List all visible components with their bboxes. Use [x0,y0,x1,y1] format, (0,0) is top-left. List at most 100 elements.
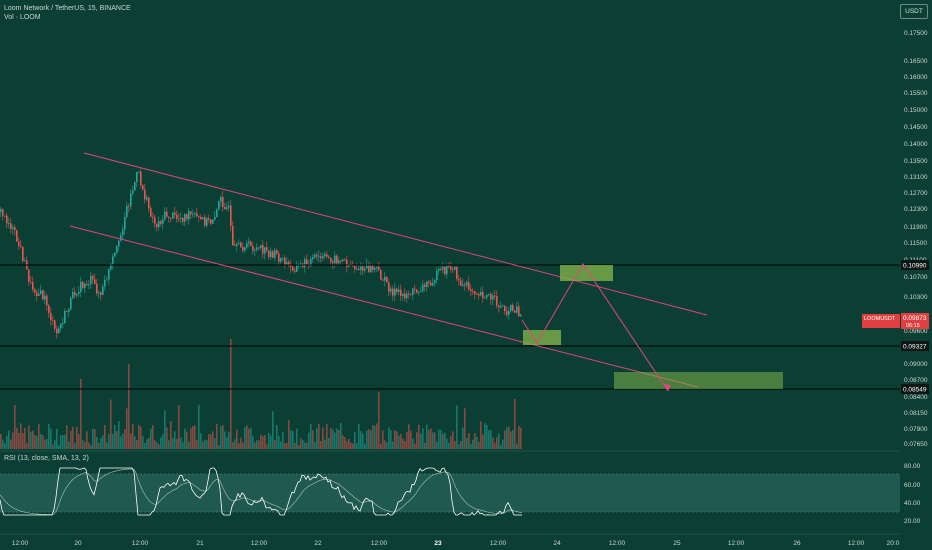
volume-bar [248,428,250,449]
volume-bar [330,428,332,449]
symbol-title: Loom Network / TetherUS, 15, BINANCE [4,5,131,12]
candle [454,266,456,270]
candle [352,265,354,267]
volume-bar [150,428,152,449]
volume-bar [140,426,142,449]
volume-bar [182,442,184,449]
volume-bar [424,442,426,449]
candle [38,293,40,296]
candle [338,260,340,264]
volume-bar [184,428,186,449]
candle [246,243,248,248]
volume-bar [346,441,348,449]
volume-bar [498,433,500,449]
volume-bar [356,443,358,449]
volume-bar [350,442,352,449]
volume-bar [492,437,494,449]
candle [80,281,82,292]
candle [372,265,374,270]
volume-bar [38,423,40,449]
candle [276,250,278,254]
candle [118,240,120,247]
volume-bar [288,420,290,449]
volume-bar [106,442,108,449]
candle [266,247,268,251]
volume-bar [422,428,424,449]
candle [298,264,300,265]
volume-bar [98,443,100,449]
candle [358,268,360,271]
volume-bar [488,430,490,449]
candle [4,215,6,217]
candle [88,284,90,285]
volume-bar [428,430,430,449]
volume-bar [410,430,412,449]
volume-bar [344,437,346,449]
time-axis-label: 20 [74,540,82,547]
volume-bar [520,427,522,449]
volume-bar [226,436,228,449]
candle [236,243,238,246]
volume-bar [204,439,206,449]
candle [356,268,358,270]
volume-bar [208,434,210,449]
time-axis-label: 12:00 [251,540,268,547]
volume-bar [16,427,18,449]
candle [214,216,216,220]
candle [300,263,302,265]
candle [156,223,158,227]
candle [484,297,486,299]
volume-bar [178,405,180,449]
candle [362,266,364,271]
candle [504,305,506,312]
volume-bar [66,425,68,449]
volume-bar [174,431,176,449]
volume-bar [18,432,20,449]
volume-bar [20,423,22,449]
price-axis-label: 0.08700 [904,377,928,384]
volume-bar [164,410,166,449]
candle [512,304,514,311]
candle [340,260,342,262]
volume-bar [514,399,516,449]
volume-bar [502,439,504,449]
candle [166,211,168,217]
candle [128,205,130,207]
volume-bar [30,431,32,449]
volume-bar [70,430,72,449]
last-price-symbol: LOOMUSDT [864,316,896,322]
candle [248,241,250,244]
candle [456,266,458,279]
time-axis-label: 24 [553,540,561,547]
volume-bar [354,432,356,449]
candle [280,258,282,262]
rsi-axis-label: 40.00 [904,500,921,507]
volume-bar [240,437,242,449]
volume-bar [482,434,484,449]
rsi-axis-label: 60.00 [904,482,921,489]
volume-bar [232,442,234,449]
volume-bar [510,431,512,449]
volume-bar [464,408,466,449]
volume-bar [32,430,34,449]
candle [514,310,516,313]
candle [98,292,100,294]
channel-upper-line [83,152,708,316]
volume-bar [48,423,50,449]
candle [320,256,322,259]
candle [384,276,386,281]
volume-bar [474,433,476,449]
currency-button[interactable]: USDT [900,4,928,19]
volume-bar [452,431,454,449]
time-axis-label: 12:00 [12,540,29,547]
candle [322,256,324,259]
volume-bar [46,439,48,449]
candle [100,292,102,296]
volume-bar [62,434,64,449]
volume-bar [494,442,496,449]
candle [518,306,520,317]
candle [122,229,124,236]
volume-bar [36,435,38,449]
volume-bar [460,441,462,449]
